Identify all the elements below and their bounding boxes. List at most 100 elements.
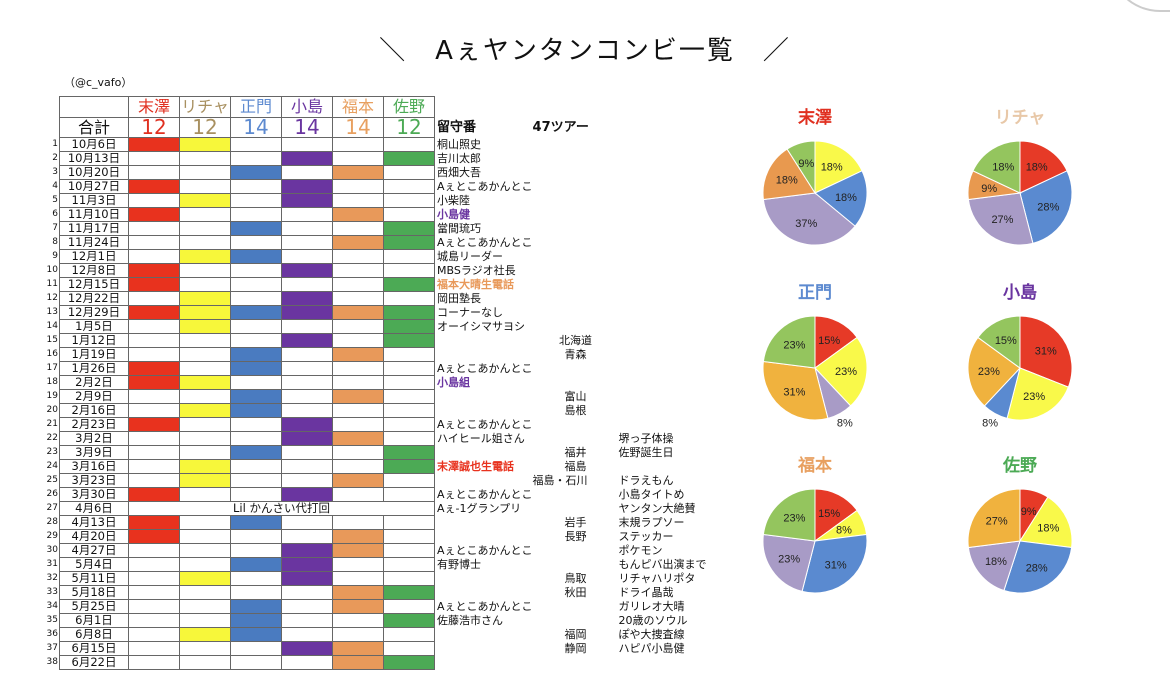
member-cell-on: [332, 165, 384, 180]
member-cell-off: [179, 347, 231, 362]
extra-note: ドラえもん: [618, 474, 674, 487]
tour-prefecture: [533, 292, 619, 306]
pie-data-label: 37%: [795, 218, 817, 230]
rusuban-note: 西畑大吾: [437, 166, 481, 179]
tour-prefecture: [533, 502, 619, 516]
extra-note: ヤンタン大絶賛: [618, 502, 696, 515]
member-cell-off: [128, 235, 180, 250]
extra-note: [619, 264, 729, 278]
extra-note: 末規ラプソー: [618, 516, 685, 529]
row-number: 36: [46, 629, 58, 639]
rusuban-note: [435, 348, 533, 362]
member-cell-on: [179, 305, 231, 320]
member-cell-on: [230, 403, 282, 418]
member-cell-off: [230, 179, 282, 194]
row-number: 18: [46, 377, 58, 387]
row-number: 17: [46, 363, 58, 373]
broadcast-date: 6月8日: [59, 627, 129, 642]
member-cell-off: [230, 641, 282, 656]
member-cell-on: [281, 333, 333, 348]
member-cell-off: [179, 515, 231, 530]
row-number: 19: [46, 391, 58, 401]
rusuban-note: 小柴陸: [437, 194, 470, 207]
member-cell-on: [128, 207, 180, 222]
member-cell-off: [230, 473, 282, 488]
member-cell-off: [281, 655, 333, 670]
member-cell-off: [179, 487, 231, 502]
broadcast-date: 3月9日: [59, 445, 129, 460]
broadcast-date: 5月4日: [59, 557, 129, 572]
table-row: 11 12月15日 福本大晴生電話: [44, 277, 729, 292]
broadcast-date: 12月22日: [59, 291, 129, 306]
member-cell-off: [179, 165, 231, 180]
member-cell-off: [332, 263, 384, 278]
pie-data-label: 23%: [778, 554, 800, 566]
member-cell-off: [128, 543, 180, 558]
table-row: 28 4月13日 岩手 末規ラプソー: [44, 515, 729, 530]
member-cell-on: [179, 627, 231, 642]
broadcast-date: 1月26日: [59, 361, 129, 376]
rusuban-note: [435, 474, 533, 488]
rusuban-note: [435, 656, 533, 670]
tour-prefecture: [533, 250, 619, 264]
member-cell-off: [281, 235, 333, 250]
rusuban-note: [435, 334, 533, 348]
table-row: 20 2月16日 島根: [44, 403, 729, 418]
member-cell-off: [332, 445, 384, 460]
member-cell-on: [230, 627, 282, 642]
member-cell-on: [383, 305, 435, 320]
pie-title: 末澤: [798, 108, 832, 128]
tour-prefecture: [533, 558, 619, 572]
pie-slice-佐野: [762, 315, 816, 369]
member-cell-off: [128, 655, 180, 670]
pie-svg: 15% 23% 8% 31% 23%: [762, 315, 868, 429]
pie-data-label: 9%: [981, 183, 997, 195]
member-cell-off: [383, 263, 435, 278]
member-cell-off: [383, 473, 435, 488]
member-cell-off: [332, 137, 384, 152]
member-cell-off: [230, 263, 282, 278]
pie-data-label: 23%: [783, 340, 805, 352]
member-cell-off: [383, 641, 435, 656]
member-cell-off: [128, 459, 180, 474]
rusuban-header: 留守番: [437, 120, 477, 135]
pie-svg: 18% 28% 27% 9% 18%: [967, 140, 1073, 246]
member-cell-off: [332, 515, 384, 530]
member-cell-on: [128, 361, 180, 376]
extra-note: ガリレオ大晴: [618, 600, 685, 613]
tour-prefecture: [533, 166, 619, 180]
broadcast-date: 5月25日: [59, 599, 129, 614]
tour-prefecture: 福井: [564, 446, 587, 459]
member-cell-off: [332, 487, 384, 502]
total-row: 合計 12 12 14 14 14 12 留守番 47ツアー: [44, 117, 729, 138]
pie-data-label: 28%: [1037, 201, 1059, 213]
member-cell-off: [332, 221, 384, 236]
member-cell-off: [230, 417, 282, 432]
broadcast-date: 12月29日: [59, 305, 129, 320]
member-cell-on: [179, 137, 231, 152]
member-cell-off: [230, 571, 282, 586]
table-row: 33 5月18日 秋田 ドライ晶哉: [44, 585, 729, 600]
extra-note: [619, 404, 729, 418]
pie-data-label: 23%: [783, 513, 805, 525]
table-row: 25 3月23日 福島・石川 ドラえもん: [44, 473, 729, 488]
pie-data-label: 15%: [818, 508, 840, 520]
rusuban-note: [435, 586, 533, 600]
member-cell-off: [128, 627, 180, 642]
pie-svg: 18%18%37%18%9%: [762, 140, 868, 246]
rusuban-note: [435, 390, 533, 404]
broadcast-date: 5月18日: [59, 585, 129, 600]
tour-prefecture: [533, 222, 619, 236]
table-row: 26 3月30日 Aぇとこあかんとこ 小島タイトめ: [44, 487, 729, 502]
row-number: 32: [46, 573, 58, 583]
blank: [533, 97, 619, 118]
extra-note: ポケモン: [618, 544, 663, 557]
member-cell-off: [230, 487, 282, 502]
tour-prefecture: 福島: [564, 460, 587, 473]
pie-data-label: 31%: [783, 386, 805, 398]
member-cell-on: [383, 613, 435, 628]
member-cell-off: [128, 641, 180, 656]
table-row: 24 3月16日 末澤誠也生電話 福島: [44, 459, 729, 474]
member-cell-off: [230, 333, 282, 348]
broadcast-date: 10月20日: [59, 165, 129, 180]
